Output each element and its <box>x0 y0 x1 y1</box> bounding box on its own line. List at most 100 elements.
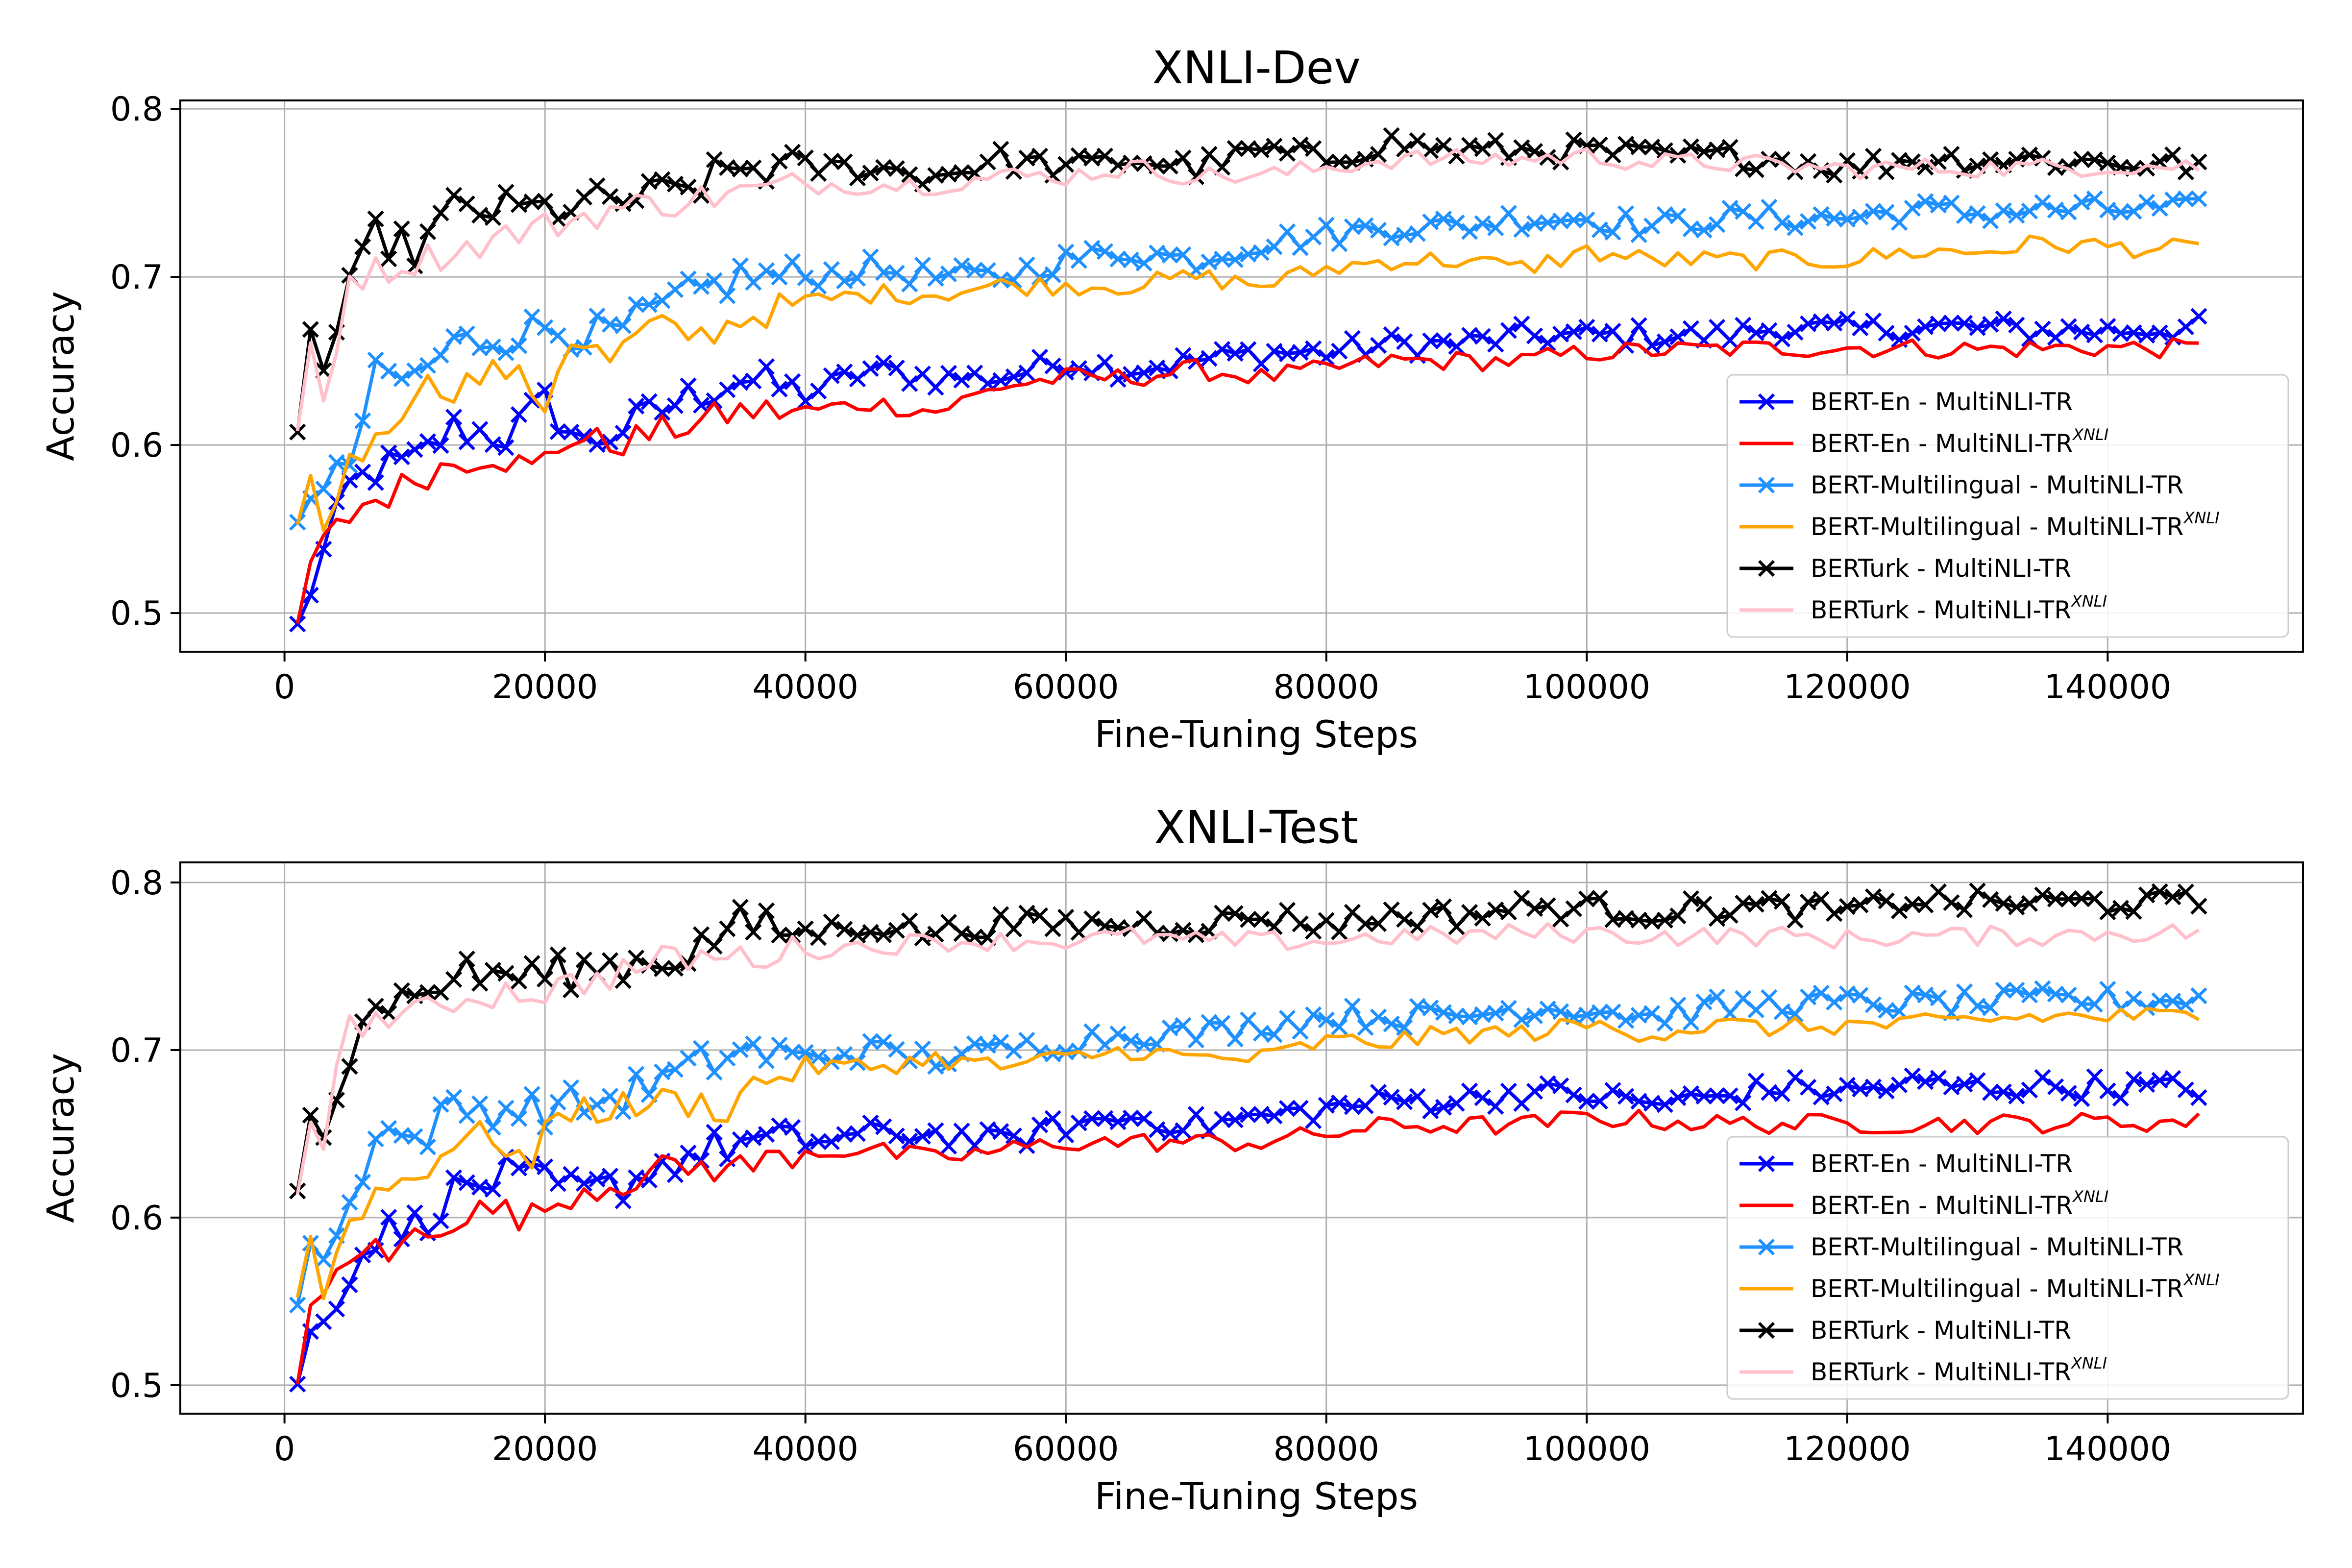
data-point-marker <box>341 1276 358 1294</box>
data-point-marker <box>1370 1008 1387 1026</box>
data-point-marker <box>1044 266 1061 283</box>
data-point-marker <box>849 927 866 944</box>
data-point-marker <box>1761 989 1778 1006</box>
legend-entry: BERT-Multilingual - MultiNLI-TR <box>1811 471 2183 499</box>
data-point-marker <box>549 946 566 963</box>
data-point-marker <box>341 1194 358 1211</box>
data-point-marker <box>2008 898 2025 915</box>
data-point-marker <box>1109 1113 1127 1130</box>
data-point-marker <box>875 264 892 281</box>
y-tick-label: 0.7 <box>110 258 163 297</box>
data-point-marker <box>458 950 475 968</box>
data-point-marker <box>758 902 775 919</box>
data-point-marker <box>1917 193 1934 210</box>
data-point-marker <box>1904 984 1921 1002</box>
series-line-4 <box>295 234 2199 533</box>
data-point-marker <box>2034 1069 2051 1086</box>
data-point-marker <box>666 281 684 298</box>
data-point-marker <box>1761 198 1778 216</box>
data-point-marker <box>497 965 514 982</box>
data-point-marker <box>1226 344 1244 362</box>
data-point-marker <box>1383 901 1400 919</box>
data-point-marker <box>1878 324 1895 342</box>
data-point-marker <box>875 1118 892 1135</box>
data-point-marker <box>1005 1127 1023 1145</box>
data-point-marker <box>640 296 658 313</box>
data-point-marker <box>666 959 684 977</box>
data-point-marker <box>2008 317 2025 334</box>
data-point-marker <box>1735 203 1752 220</box>
data-point-marker <box>1852 987 1869 1004</box>
data-point-marker <box>484 1119 501 1136</box>
data-point-marker <box>1526 1083 1544 1100</box>
legend-marker <box>1758 1238 1775 1256</box>
data-point-marker <box>692 187 710 204</box>
data-point-marker <box>640 173 658 190</box>
data-point-marker <box>1864 996 1882 1013</box>
data-point-marker <box>614 1192 632 1209</box>
data-point-marker <box>393 1230 410 1248</box>
data-point-marker <box>1422 213 1439 230</box>
data-point-marker <box>1578 211 1595 228</box>
data-point-marker <box>458 433 475 450</box>
data-point-marker <box>771 927 788 944</box>
data-point-marker <box>1643 138 1661 156</box>
data-point-marker <box>2125 990 2142 1007</box>
data-point-marker <box>1031 1116 1049 1133</box>
data-point-marker <box>1305 340 1322 357</box>
data-point-marker <box>367 474 384 491</box>
data-point-marker <box>1500 322 1517 339</box>
data-point-marker <box>315 480 332 498</box>
data-point-marker <box>1044 1110 1061 1127</box>
y-tick-label: 0.5 <box>110 594 163 633</box>
data-point-marker <box>797 1044 814 1061</box>
data-point-marker <box>1175 1017 1192 1034</box>
data-point-marker <box>1318 1011 1335 1029</box>
data-point-marker <box>563 981 580 999</box>
data-point-marker <box>354 412 371 429</box>
data-point-marker <box>1057 156 1075 173</box>
data-point-marker <box>1513 221 1530 238</box>
x-tick-label: 60000 <box>1013 1430 1119 1469</box>
data-point-marker <box>719 920 736 937</box>
data-point-marker <box>914 1127 931 1145</box>
data-point-marker <box>1070 147 1087 164</box>
data-point-marker <box>471 1095 489 1112</box>
data-point-marker <box>484 1180 501 1198</box>
data-point-marker <box>1175 1122 1192 1139</box>
data-point-marker <box>1890 1076 1908 1094</box>
x-tick-label: 140000 <box>2044 1430 2172 1469</box>
data-point-marker <box>1357 217 1374 234</box>
data-point-marker <box>2190 308 2207 325</box>
data-point-marker <box>1461 137 1478 154</box>
data-point-marker <box>432 1212 449 1229</box>
legend-entry: BERTurk - MultiNLI-TRXNLI <box>1811 592 2107 624</box>
data-point-marker <box>575 951 593 968</box>
data-point-marker <box>888 265 905 282</box>
data-point-marker <box>888 1127 905 1145</box>
data-point-marker <box>771 380 788 398</box>
x-tick-label: 40000 <box>753 1430 858 1469</box>
data-point-marker <box>1487 1098 1504 1115</box>
data-point-marker <box>1005 163 1023 180</box>
data-point-marker <box>1240 911 1257 928</box>
data-point-marker <box>471 1178 489 1196</box>
data-point-marker <box>1252 910 1270 928</box>
data-point-marker <box>1278 1100 1296 1117</box>
data-point-marker <box>484 338 501 355</box>
data-point-marker <box>1149 245 1166 262</box>
data-point-marker <box>1890 214 1908 231</box>
data-point-marker <box>836 1126 853 1143</box>
data-point-marker <box>1826 994 1843 1011</box>
data-point-marker <box>1864 203 1882 220</box>
data-point-marker <box>328 1300 345 1318</box>
data-point-marker <box>1630 1006 1647 1024</box>
data-point-marker <box>1435 210 1452 227</box>
data-point-marker <box>836 272 853 290</box>
data-point-marker <box>849 370 866 388</box>
data-point-marker <box>1383 229 1400 246</box>
data-point-marker <box>706 937 723 955</box>
data-point-marker <box>1773 893 1791 910</box>
data-point-marker <box>1240 1106 1257 1123</box>
data-point-marker <box>1721 199 1739 217</box>
